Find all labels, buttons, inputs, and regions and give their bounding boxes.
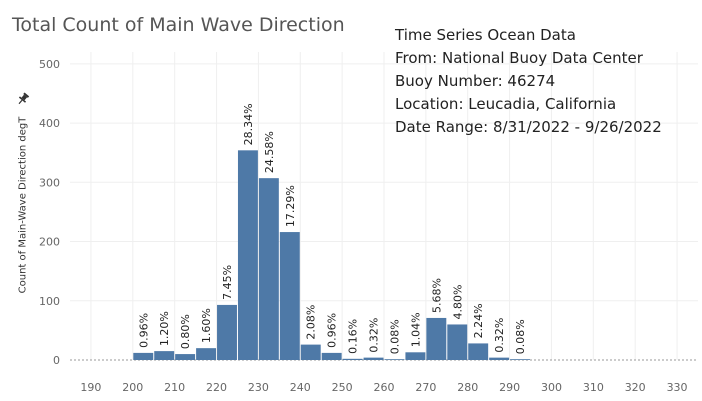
- chart-title: Total Count of Main Wave Direction: [12, 14, 345, 36]
- bar-percent-label: 2.24%: [472, 303, 485, 338]
- histogram-bar[interactable]: [468, 343, 489, 360]
- histogram-bar[interactable]: [384, 359, 405, 360]
- x-tick-labels: 190 200 210 220 230 240 250 260 270 280 290 300 310 3…: [80, 381, 687, 394]
- y-tick-label: 0: [53, 354, 60, 367]
- x-tick-label: 220: [206, 381, 227, 394]
- x-tick-label: 190: [80, 381, 101, 394]
- y-axis-label: Count of Main-Wave Direction degT: [17, 116, 29, 294]
- bars: [133, 150, 531, 360]
- bar-percent-label: 0.96%: [326, 313, 339, 348]
- y-tick-label: 200: [39, 236, 60, 249]
- bar-percent-label: 0.80%: [179, 314, 192, 349]
- histogram-bar[interactable]: [154, 351, 175, 360]
- y-tick-label: 400: [39, 117, 60, 130]
- x-tick-label: 320: [625, 381, 646, 394]
- y-tick-label: 500: [39, 58, 60, 71]
- y-tick-label: 300: [39, 176, 60, 189]
- histogram-bar[interactable]: [321, 352, 342, 360]
- bar-percent-label: 1.20%: [158, 311, 171, 346]
- x-tick-label: 330: [667, 381, 688, 394]
- histogram-bar[interactable]: [426, 317, 447, 360]
- info-line-source: Time Series Ocean Data: [395, 26, 576, 44]
- x-tick-label: 210: [164, 381, 185, 394]
- bar-percent-label: 4.80%: [451, 285, 464, 320]
- bar-labels: 0.96% 1.20% 0.80% 1.60% 7.45% 28.34% 24.58% 17.…: [137, 103, 527, 354]
- x-tick-label: 230: [248, 381, 269, 394]
- x-tick-label: 300: [541, 381, 562, 394]
- histogram-bar[interactable]: [300, 344, 321, 360]
- x-tick-label: 240: [290, 381, 311, 394]
- bar-percent-label: 0.32%: [368, 318, 381, 353]
- histogram-bar[interactable]: [196, 348, 217, 360]
- x-tick-label: 200: [122, 381, 143, 394]
- info-line-buoy: Buoy Number: 46274: [395, 72, 556, 90]
- bar-percent-label: 0.32%: [493, 318, 506, 353]
- bar-percent-label: 7.45%: [221, 265, 234, 300]
- bar-percent-label: 2.08%: [305, 305, 318, 340]
- x-tick-label: 290: [499, 381, 520, 394]
- y-tick-label: 100: [39, 295, 60, 308]
- histogram-bar[interactable]: [175, 354, 196, 360]
- histogram-bar[interactable]: [279, 232, 300, 360]
- histogram-bar[interactable]: [133, 352, 154, 360]
- info-line-from: From: National Buoy Data Center: [395, 49, 643, 67]
- x-tick-label: 250: [332, 381, 353, 394]
- bar-percent-label: 28.34%: [242, 103, 255, 145]
- histogram-bar[interactable]: [510, 359, 531, 360]
- bar-percent-label: 0.16%: [347, 319, 360, 354]
- bar-percent-label: 0.08%: [388, 319, 401, 354]
- x-tick-label: 280: [457, 381, 478, 394]
- histogram-bar[interactable]: [342, 358, 363, 360]
- bar-percent-label: 17.29%: [284, 185, 297, 227]
- bar-percent-label: 0.96%: [137, 313, 150, 348]
- histogram-bar[interactable]: [363, 357, 384, 360]
- info-line-date-range: Date Range: 8/31/2022 - 9/26/2022: [395, 118, 662, 136]
- grid-lines: [70, 52, 698, 361]
- bar-percent-label: 5.68%: [430, 278, 443, 313]
- bar-percent-label: 1.04%: [409, 312, 422, 347]
- x-tick-label: 270: [415, 381, 436, 394]
- bar-percent-label: 24.58%: [263, 131, 276, 173]
- histogram-bar[interactable]: [258, 178, 279, 360]
- x-tick-label: 310: [583, 381, 604, 394]
- x-tick-label: 260: [374, 381, 395, 394]
- histogram-bar[interactable]: [489, 357, 510, 360]
- info-panel: Time Series Ocean Data From: National Bu…: [395, 24, 662, 139]
- info-line-location: Location: Leucadia, California: [395, 95, 617, 113]
- bar-percent-label: 0.08%: [514, 319, 527, 354]
- histogram-bar[interactable]: [405, 352, 426, 360]
- y-tick-labels: 0 100 200 300 400 500: [39, 58, 60, 367]
- histogram-bar[interactable]: [217, 304, 237, 360]
- histogram-bar[interactable]: [237, 150, 258, 360]
- bar-percent-label: 1.60%: [200, 308, 213, 343]
- pin-icon[interactable]: [16, 92, 30, 106]
- histogram-bar[interactable]: [447, 324, 468, 360]
